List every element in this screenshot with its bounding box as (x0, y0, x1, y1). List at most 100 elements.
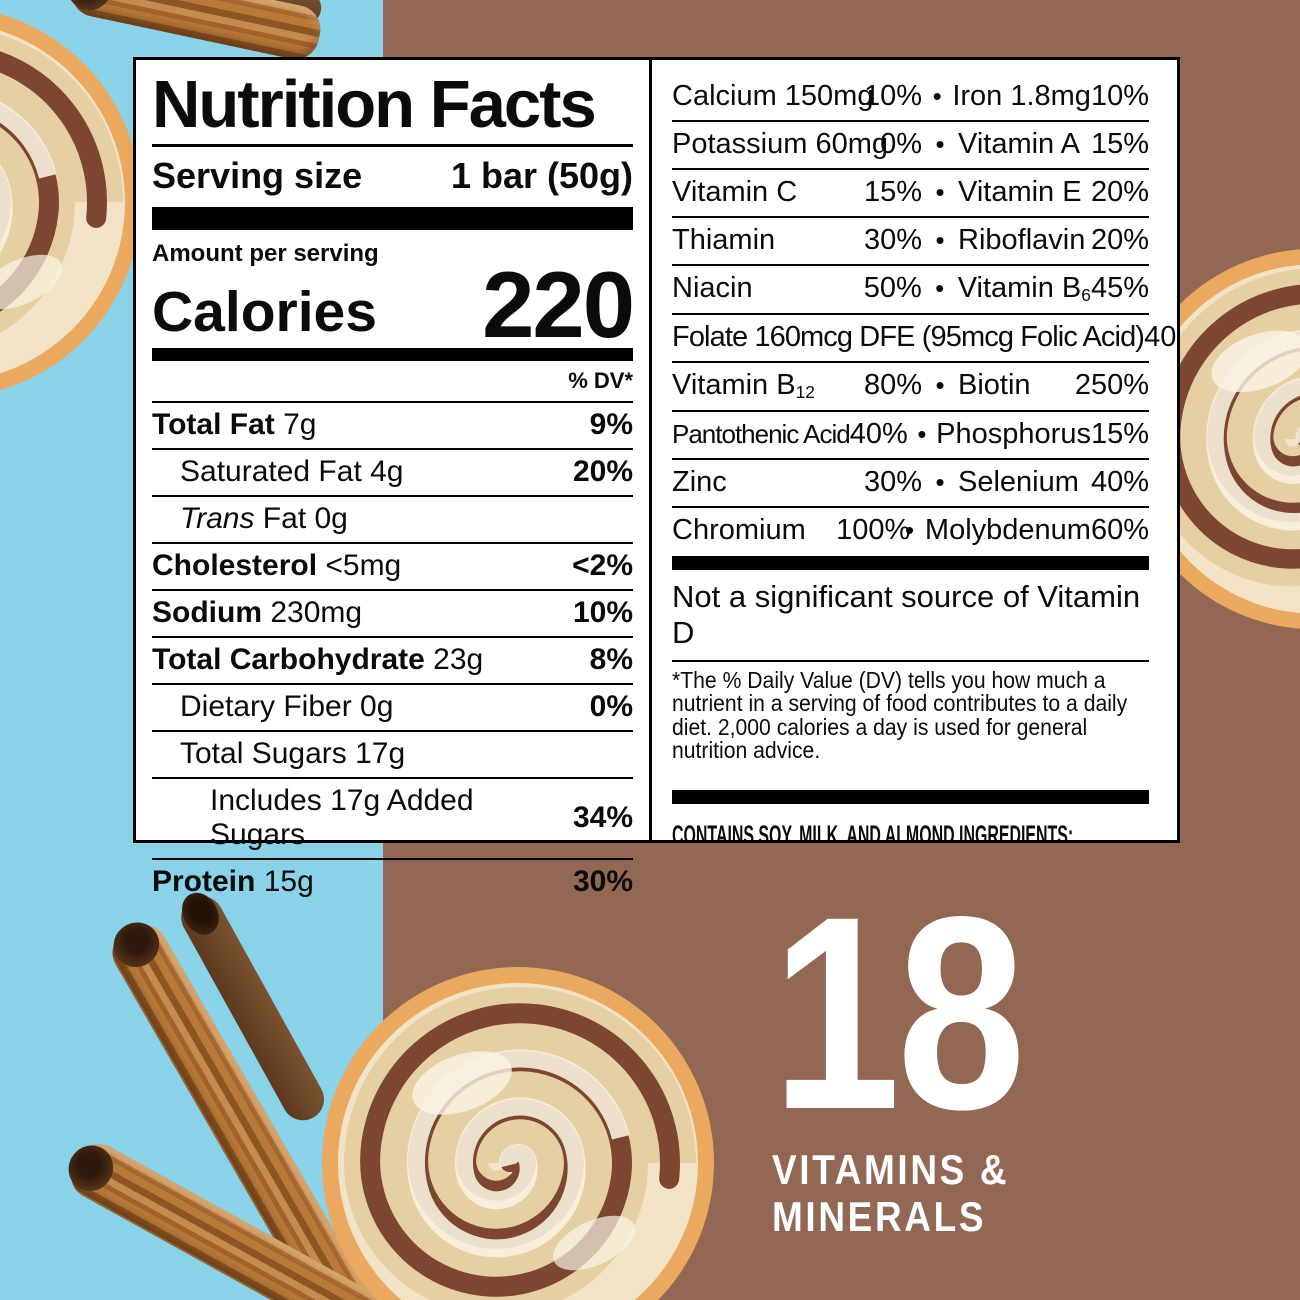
nutrient-row: Sodium 230mg 10% (152, 589, 633, 636)
nutrient-row: Saturated Fat 4g 20% (152, 448, 633, 495)
nutrient-row: Total Sugars 17g (152, 730, 633, 777)
nutrient-dv: 0% (589, 690, 633, 723)
micronutrient-name: Chromium (672, 513, 806, 546)
micronutrient-name: Phosphorus (936, 417, 1091, 450)
badge-caption-line2: MINERALS (772, 1193, 987, 1240)
divider (672, 659, 1149, 662)
no-significant-source-note: Not a significant source of Vitamin D (672, 578, 1141, 650)
calories-label: Calories (152, 280, 377, 344)
thick-divider (672, 555, 1149, 570)
micronutrient-dv: 45% (1090, 272, 1149, 305)
vitamins-minerals-badge: 18 VITAMINS & MINERALS (772, 860, 1070, 1240)
micronutrient-name: Thiamin (672, 224, 776, 256)
nutrient-row: Includes 17g Added Sugars 34% (152, 777, 633, 858)
micronutrient-row: Pantothenic Acid 40% • Phosphorus 15% (672, 409, 1149, 458)
nutrient-row: Total Fat 7g 9% (152, 401, 633, 448)
micronutrient-row: Potassium 60mg 0% • Vitamin A 15% (672, 120, 1149, 168)
cinnamon-roll-photo (318, 963, 718, 1300)
micronutrient-dv: 50% (863, 272, 922, 305)
bullet-separator-icon: • (917, 418, 927, 449)
nutrient-name-bold: Total Carbohydrate (152, 643, 425, 676)
nutrient-name-rest: <5mg (317, 549, 402, 582)
micronutrient-dv: 30% (864, 224, 923, 256)
amount-per-serving-label: Amount per serving (152, 240, 379, 267)
micronutrient-name: Biotin (958, 369, 1031, 402)
nutrient-name-rest: 230mg (262, 596, 363, 629)
nutrient-name-bold: Protein (152, 865, 256, 898)
nutrient-name: Saturated Fat 4g (152, 455, 403, 489)
micronutrient-row: Thiamin 30% • Riboflavin 20% (672, 216, 1149, 264)
nutrient-dv: 20% (572, 455, 633, 488)
nutrient-dv: 10% (572, 596, 633, 629)
micronutrient-dv: 80% (864, 369, 923, 402)
thick-divider (672, 789, 1149, 804)
nutrient-name: Total Sugars 17g (152, 737, 405, 771)
micronutrient-name: Niacin (672, 272, 753, 305)
daily-value-header: % DV* (568, 368, 633, 393)
nutrient-row: Dietary Fiber 0g 0% (152, 683, 633, 730)
cinnamon-roll-art (322, 967, 714, 1300)
nutrient-name-rest: Includes 17g Added Sugars (210, 784, 474, 851)
micronutrient-dv: 15% (864, 176, 923, 208)
micronutrient-rows: Calcium 150mg 10% • Iron 1.8mg 10% Potassium … (672, 74, 1177, 554)
nutrient-name-italic: Trans (180, 502, 255, 535)
micronutrient-row: Folate 160mcg DFE (95mcg Folic Acid)40% (672, 312, 1177, 361)
nutrient-name-rest: Total Sugars 17g (180, 737, 406, 770)
bullet-separator-icon: • (932, 81, 942, 111)
serving-size-label: Serving size (152, 155, 363, 196)
divider (152, 144, 633, 147)
micronutrient-name: Vitamin C (672, 176, 798, 208)
nutrient-row: Protein 15g 30% (152, 858, 633, 905)
serving-size-value: 1 bar (50g) (450, 155, 633, 196)
nutrition-facts-title: Nutrition Facts (152, 67, 597, 142)
nutrient-dv: 9% (589, 408, 633, 441)
allergen-line: CONTAINS SOY, MILK, AND ALMOND INGREDIEN… (672, 819, 1074, 840)
bullet-separator-icon: • (935, 177, 945, 207)
micronutrient-dv: 15% (1090, 128, 1149, 160)
nutrient-name-bold: Total Fat (152, 408, 275, 441)
nutrient-dv: <2% (572, 549, 633, 582)
nutrient-row: Cholesterol <5mg <2% (152, 542, 633, 589)
micronutrient-row: Calcium 150mg 10% • Iron 1.8mg 10% (672, 74, 1149, 120)
micronutrient-dv: 20% (1090, 176, 1149, 208)
nutrient-name-rest: Saturated Fat 4g (180, 455, 404, 488)
nutrient-dv: 34% (572, 801, 633, 834)
nutrient-name-bold: Sodium (152, 596, 262, 629)
micronutrient-row: Vitamin B12 80% • Biotin 250% (672, 360, 1149, 410)
badge-count: 18 (772, 860, 1026, 1167)
bullet-separator-icon: • (904, 514, 915, 545)
micronutrients-panel: Calcium 150mg 10% • Iron 1.8mg 10% Potassium … (652, 60, 1177, 840)
bullet-separator-icon: • (935, 466, 945, 497)
micronutrient-row: Niacin 50% • Vitamin B6 45% (672, 264, 1149, 313)
micronutrient-dv: 40% (849, 417, 908, 450)
micronutrient-name: Iron 1.8mg (952, 80, 1091, 112)
micronutrient-dv: 40% (1090, 465, 1149, 498)
nutrient-name: Protein 15g (152, 865, 314, 899)
nutrient-name-rest: 23g (424, 643, 484, 676)
micronutrient-row: Zinc 30% • Selenium 40% (672, 457, 1149, 506)
micronutrient-dv: 0% (880, 128, 922, 160)
micronutrient-name: Vitamin E (958, 176, 1082, 208)
nutrient-name-rest: Fat 0g (254, 502, 348, 535)
thick-divider (152, 348, 633, 361)
badge-caption: VITAMINS & MINERALS (772, 1146, 1070, 1240)
thick-divider (152, 207, 633, 230)
nutrient-row: Total Carbohydrate 23g 8% (152, 636, 633, 683)
nutrient-dv: 8% (589, 643, 633, 676)
nutrient-name: Trans Fat 0g (152, 502, 348, 536)
micronutrient-name: Pantothenic Acid (672, 418, 851, 449)
micronutrient-name: Vitamin B6 (957, 272, 1091, 305)
nutrient-name: Includes 17g Added Sugars (152, 784, 573, 852)
cinnamon-roll-art (0, 13, 141, 391)
micronutrient-name: Potassium 60mg (672, 128, 888, 160)
nutrient-row: Trans Fat 0g (152, 495, 633, 542)
bullet-separator-icon: • (935, 225, 945, 255)
micronutrient-dv: 250% (1074, 369, 1149, 402)
micronutrient-row: Chromium 100% • Molybdenum 60% (672, 505, 1149, 554)
nutrient-name-rest: 7g (274, 408, 317, 441)
micronutrient-name: Vitamin B12 (672, 368, 815, 402)
micronutrient-name: Selenium (958, 465, 1079, 498)
nutrient-name: Cholesterol <5mg (152, 549, 401, 583)
nutrient-name-bold: Cholesterol (152, 549, 318, 582)
